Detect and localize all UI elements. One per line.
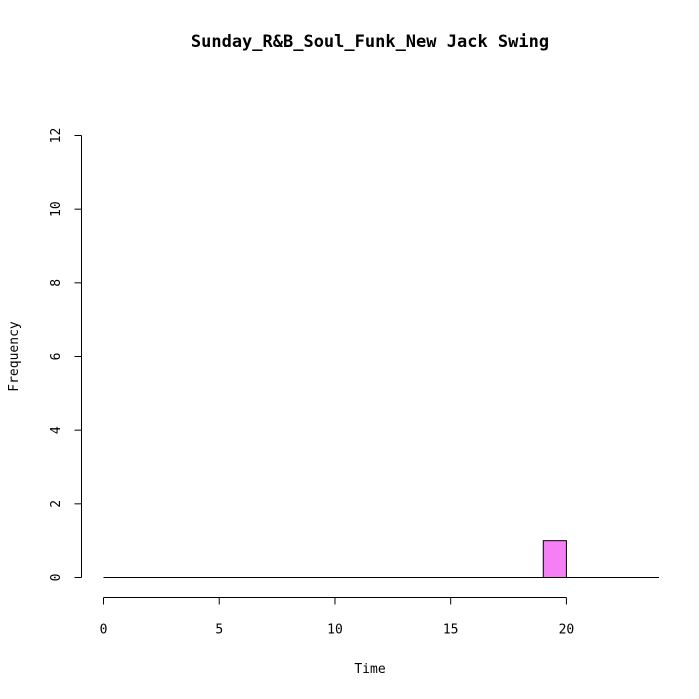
chart-title: Sunday_R&B_Soul_Funk_New Jack Swing	[191, 32, 549, 52]
x-tick-label: 5	[215, 623, 223, 638]
histogram-bars	[542, 540, 567, 579]
y-tick-label: 10	[49, 201, 64, 217]
x-tick-label: 20	[559, 623, 575, 638]
histogram-bar	[542, 540, 567, 579]
y-tick-label: 4	[49, 426, 64, 434]
x-tick-label: 0	[100, 623, 108, 638]
y-tick-label: 8	[49, 279, 64, 287]
x-tick-label: 15	[443, 623, 459, 638]
y-tick-label: 6	[49, 353, 64, 361]
y-axis: 0 2 4 6 8 10 12	[49, 128, 82, 582]
x-tick-label: 10	[327, 623, 343, 638]
y-tick-label: 0	[49, 574, 64, 582]
x-axis: 0 5 10 15 20	[100, 597, 575, 638]
y-axis-label: Frequency	[7, 321, 22, 392]
x-axis-label: Time	[354, 662, 385, 677]
y-tick-label: 2	[49, 500, 64, 508]
y-tick-label: 12	[49, 128, 64, 144]
